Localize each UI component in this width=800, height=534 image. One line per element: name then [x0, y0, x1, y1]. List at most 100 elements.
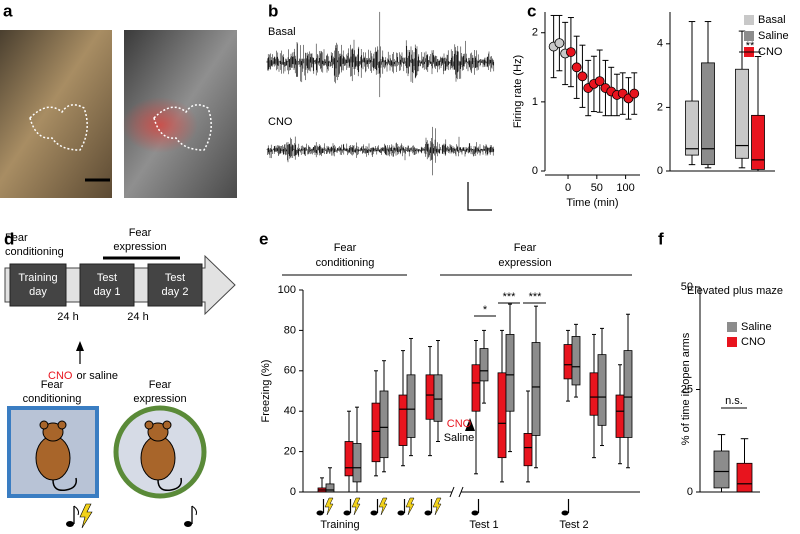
y-axis-title: Firing rate (Hz)	[512, 55, 524, 128]
chart-title: Elevated plus maze	[687, 285, 783, 297]
trace-label: Basal	[268, 26, 296, 38]
axis-break	[458, 486, 464, 498]
box	[623, 350, 633, 438]
interval-label: 24 h	[57, 311, 78, 323]
tone-icon	[424, 510, 432, 516]
box	[736, 462, 753, 493]
y-axis-title: Freezing (%)	[260, 360, 272, 423]
photo-brightfield	[0, 30, 112, 198]
box	[735, 68, 749, 159]
box	[398, 394, 408, 446]
box	[531, 342, 541, 436]
phase-label: Fear	[334, 242, 357, 254]
tone-icon	[343, 510, 351, 516]
y-tick-label: 0	[687, 486, 693, 498]
y-tick-label: 100	[278, 284, 296, 296]
legend-label: CNO	[758, 46, 783, 58]
injection-marker	[465, 418, 475, 431]
region-outline	[153, 104, 212, 151]
box	[344, 441, 354, 477]
panel-label: c	[527, 1, 536, 20]
phase-label: conditioning	[316, 257, 375, 269]
day-box	[79, 263, 135, 307]
panel-label: a	[3, 1, 13, 20]
phase-label: Fear	[514, 242, 537, 254]
group-label: Test 1	[469, 519, 498, 531]
shock-icon	[405, 497, 415, 516]
day-label: Test	[165, 272, 185, 284]
axis-break	[449, 486, 455, 498]
box	[505, 334, 515, 412]
tone-icon	[370, 510, 378, 516]
group-label: Test 2	[559, 519, 588, 531]
significance-label: ***	[503, 291, 517, 303]
context-label: conditioning	[23, 393, 82, 405]
x-tick-label: 100	[616, 182, 634, 194]
day-label: day 2	[162, 286, 189, 298]
y-axis-title: % of time in open arms	[680, 332, 692, 445]
box	[479, 348, 489, 382]
box	[371, 402, 381, 463]
tone-shock-icon	[66, 503, 93, 529]
group-label: Training	[320, 519, 359, 531]
day-box	[147, 263, 203, 307]
panel-label: e	[259, 229, 268, 248]
phase-label: Fear	[129, 227, 152, 239]
context-label: Fear	[149, 379, 172, 391]
phase-label: Fear	[5, 232, 28, 244]
tone-icon	[561, 510, 569, 516]
day-label: Training	[18, 272, 57, 284]
tone-icon	[316, 510, 324, 516]
x-axis-title: Time (min)	[566, 197, 618, 209]
y-tick-label: 0	[532, 165, 538, 177]
fluorescence-signal	[122, 97, 198, 153]
legend-swatch	[744, 15, 754, 25]
injection-label: CNO or saline	[48, 370, 118, 382]
box	[615, 394, 625, 438]
significance-label: *	[483, 304, 488, 316]
legend-label: Saline	[758, 30, 789, 42]
box	[325, 483, 335, 493]
shock-icon	[324, 497, 334, 516]
box	[701, 62, 715, 166]
y-tick-label: 40	[284, 405, 296, 417]
y-tick-label: 0	[290, 486, 296, 498]
annotation-label: Saline	[444, 432, 475, 444]
legend-swatch	[727, 322, 737, 332]
region-outline	[29, 104, 88, 151]
y-tick-label: 2	[657, 101, 663, 113]
legend-label: Saline	[741, 321, 772, 333]
legend-label: CNO	[741, 336, 766, 348]
day-box	[9, 263, 67, 307]
data-point	[577, 71, 588, 82]
data-point	[571, 62, 582, 73]
box	[713, 450, 730, 489]
box	[352, 443, 362, 483]
panel-label: f	[658, 229, 664, 248]
shock-icon	[432, 497, 442, 516]
voltage-trace	[266, 11, 495, 98]
y-tick-label: 60	[284, 365, 296, 377]
box	[406, 374, 416, 438]
box	[433, 374, 443, 422]
legend-swatch	[727, 337, 737, 347]
legend-label: Basal	[758, 14, 786, 26]
box	[425, 374, 435, 420]
injection-arrow-head	[76, 341, 84, 351]
day-label: day 1	[94, 286, 121, 298]
y-tick-label: 80	[284, 324, 296, 336]
context-label: expression	[133, 393, 186, 405]
y-tick-label: 2	[532, 27, 538, 39]
voltage-trace	[266, 126, 495, 176]
trace-label: CNO	[268, 116, 293, 128]
scale-bar	[467, 182, 492, 211]
x-tick-label: 50	[591, 182, 603, 194]
data-point	[554, 38, 565, 49]
panel-label: b	[268, 1, 278, 20]
phase-label: conditioning	[5, 246, 64, 258]
box	[685, 100, 699, 156]
day-label: day	[29, 286, 47, 298]
data-point	[594, 76, 605, 87]
y-tick-label: 50	[681, 281, 693, 293]
interval-label: 24 h	[127, 311, 148, 323]
